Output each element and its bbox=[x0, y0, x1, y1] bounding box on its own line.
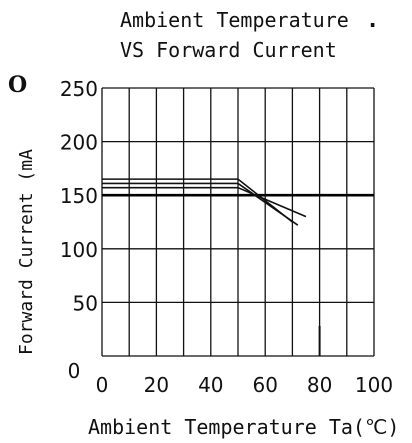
tick-labels: 0 20 40 60 80 100 0 50 100 150 200 250 bbox=[60, 77, 393, 397]
x-axis-label: Ambient Temperature Ta(℃) bbox=[88, 415, 399, 439]
x-tick-label: 80 bbox=[307, 373, 332, 397]
chart-title-dot: . bbox=[366, 8, 379, 33]
chart-title-line1: Ambient Temperature bbox=[120, 8, 349, 32]
plot-grid bbox=[101, 87, 375, 357]
x-tick-label: 40 bbox=[198, 373, 223, 397]
y-tick-label: 150 bbox=[60, 184, 98, 208]
y-tick-label: 50 bbox=[73, 291, 98, 315]
y-axis-corner-label: O bbox=[8, 72, 27, 98]
x-tick-label: 0 bbox=[96, 373, 109, 397]
y-tick-label: 100 bbox=[60, 238, 98, 262]
plot-series bbox=[102, 178, 374, 356]
derating-curve bbox=[102, 186, 307, 218]
y-tick-label: 200 bbox=[60, 131, 98, 155]
y-tick-label: 0 bbox=[68, 359, 81, 383]
x-tick-label: 20 bbox=[144, 373, 169, 397]
chart-title-line2: VS Forward Current bbox=[120, 38, 337, 62]
x-tick-label: 100 bbox=[355, 373, 393, 397]
x-tick-label: 60 bbox=[252, 373, 277, 397]
derating-curve bbox=[102, 182, 299, 226]
derating-curve bbox=[102, 178, 293, 223]
y-axis-label: Forward Current (mA bbox=[16, 149, 37, 355]
y-tick-label: 250 bbox=[60, 77, 98, 101]
